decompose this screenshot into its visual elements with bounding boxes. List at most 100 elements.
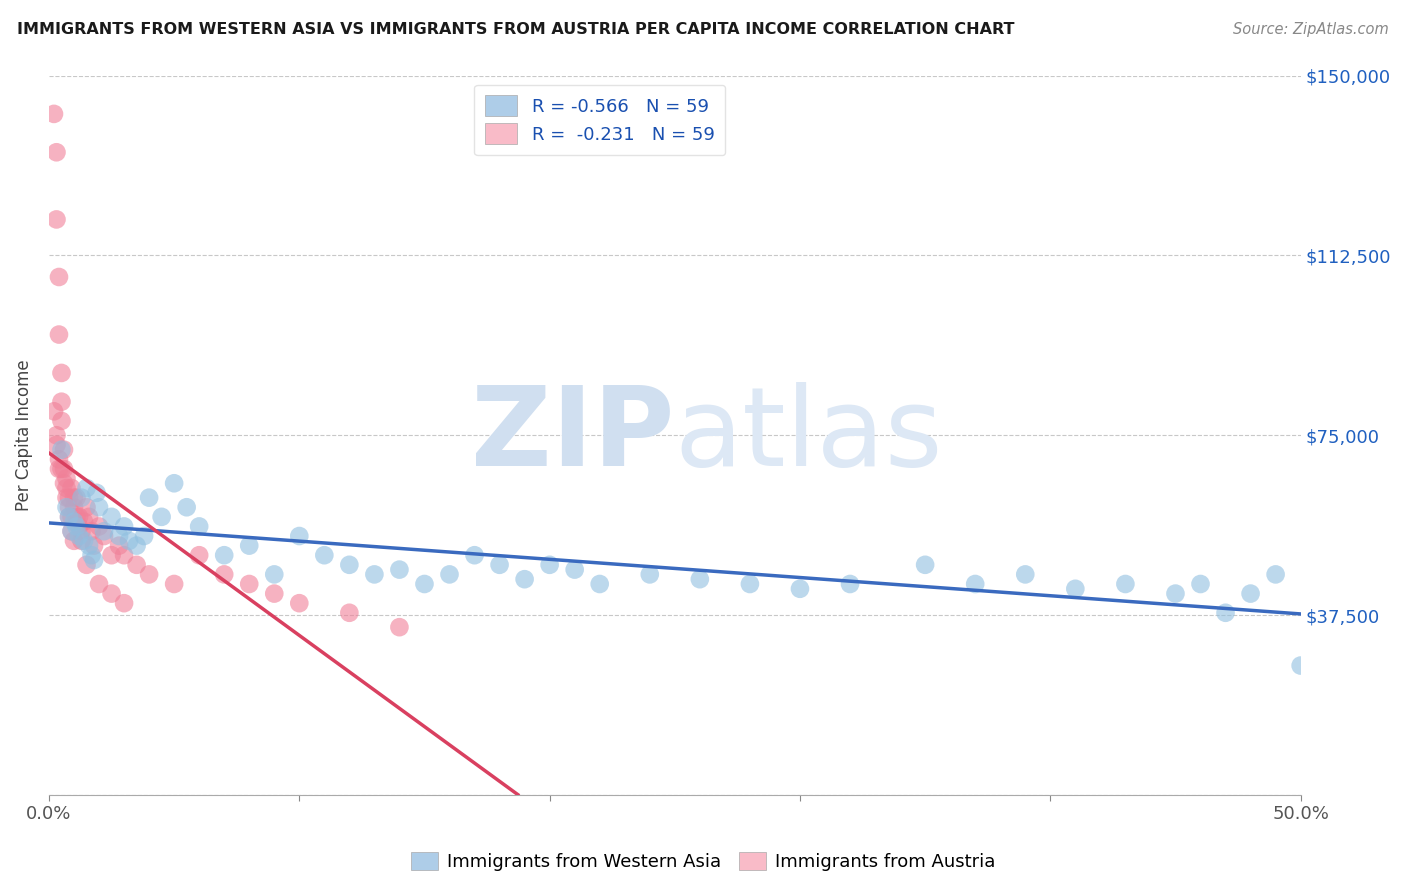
- Point: [45, 145, 67, 160]
- Point: [538, 558, 561, 572]
- Point: [125, 539, 148, 553]
- Point: [60, 481, 83, 495]
- Point: [1164, 586, 1187, 600]
- Point: [238, 577, 260, 591]
- Point: [87, 577, 110, 591]
- Point: [363, 567, 385, 582]
- Point: [93, 529, 115, 543]
- Point: [77, 539, 100, 553]
- Point: [87, 500, 110, 515]
- Point: [83, 539, 105, 553]
- Point: [42, 404, 65, 418]
- Point: [132, 529, 155, 543]
- Point: [1289, 658, 1312, 673]
- Point: [58, 491, 80, 505]
- Point: [163, 577, 186, 591]
- Point: [314, 548, 336, 562]
- Point: [337, 606, 360, 620]
- Text: Source: ZipAtlas.com: Source: ZipAtlas.com: [1233, 22, 1389, 37]
- Point: [45, 428, 67, 442]
- Point: [1014, 567, 1036, 582]
- Point: [112, 519, 135, 533]
- Point: [689, 572, 711, 586]
- Point: [80, 524, 103, 539]
- Point: [464, 548, 486, 562]
- Point: [288, 529, 311, 543]
- Point: [337, 558, 360, 572]
- Point: [63, 515, 86, 529]
- Point: [76, 500, 98, 515]
- Text: atlas: atlas: [675, 382, 943, 489]
- Point: [513, 572, 536, 586]
- Point: [150, 509, 173, 524]
- Point: [100, 548, 122, 562]
- Point: [83, 553, 105, 567]
- Point: [55, 471, 77, 485]
- Point: [638, 567, 661, 582]
- Point: [70, 524, 93, 539]
- Point: [48, 452, 70, 467]
- Point: [789, 582, 811, 596]
- Point: [65, 491, 87, 505]
- Point: [1189, 577, 1212, 591]
- Point: [51, 394, 73, 409]
- Point: [53, 462, 76, 476]
- Point: [1264, 567, 1286, 582]
- Point: [70, 533, 93, 548]
- Point: [108, 529, 131, 543]
- Point: [388, 620, 411, 634]
- Point: [176, 500, 198, 515]
- Point: [73, 533, 96, 548]
- Point: [45, 438, 67, 452]
- Point: [65, 509, 87, 524]
- Point: [53, 476, 76, 491]
- Point: [53, 442, 76, 457]
- Point: [63, 491, 86, 505]
- Point: [77, 509, 100, 524]
- Point: [45, 212, 67, 227]
- Text: IMMIGRANTS FROM WESTERN ASIA VS IMMIGRANTS FROM AUSTRIA PER CAPITA INCOME CORREL: IMMIGRANTS FROM WESTERN ASIA VS IMMIGRAN…: [17, 22, 1014, 37]
- Point: [1239, 586, 1261, 600]
- Point: [73, 515, 96, 529]
- Point: [76, 558, 98, 572]
- Point: [112, 548, 135, 562]
- Point: [70, 491, 93, 505]
- Point: [125, 558, 148, 572]
- Point: [80, 548, 103, 562]
- Point: [839, 577, 862, 591]
- Point: [58, 500, 80, 515]
- Point: [118, 533, 141, 548]
- Point: [263, 586, 285, 600]
- Point: [48, 327, 70, 342]
- Point: [1215, 606, 1237, 620]
- Point: [138, 567, 160, 582]
- Point: [60, 524, 83, 539]
- Text: ZIP: ZIP: [471, 382, 675, 489]
- Point: [388, 563, 411, 577]
- Point: [188, 519, 211, 533]
- Point: [67, 529, 90, 543]
- Y-axis label: Per Capita Income: Per Capita Income: [15, 359, 32, 511]
- Point: [212, 548, 235, 562]
- Point: [76, 481, 98, 495]
- Point: [188, 548, 211, 562]
- Point: [488, 558, 510, 572]
- Point: [51, 462, 73, 476]
- Legend: Immigrants from Western Asia, Immigrants from Austria: Immigrants from Western Asia, Immigrants…: [404, 845, 1002, 879]
- Point: [60, 524, 83, 539]
- Point: [65, 519, 87, 533]
- Point: [108, 539, 131, 553]
- Point: [288, 596, 311, 610]
- Point: [48, 270, 70, 285]
- Point: [42, 107, 65, 121]
- Point: [87, 519, 110, 533]
- Point: [100, 586, 122, 600]
- Point: [55, 500, 77, 515]
- Point: [238, 539, 260, 553]
- Point: [263, 567, 285, 582]
- Point: [60, 509, 83, 524]
- Point: [163, 476, 186, 491]
- Point: [564, 563, 586, 577]
- Point: [67, 509, 90, 524]
- Point: [965, 577, 987, 591]
